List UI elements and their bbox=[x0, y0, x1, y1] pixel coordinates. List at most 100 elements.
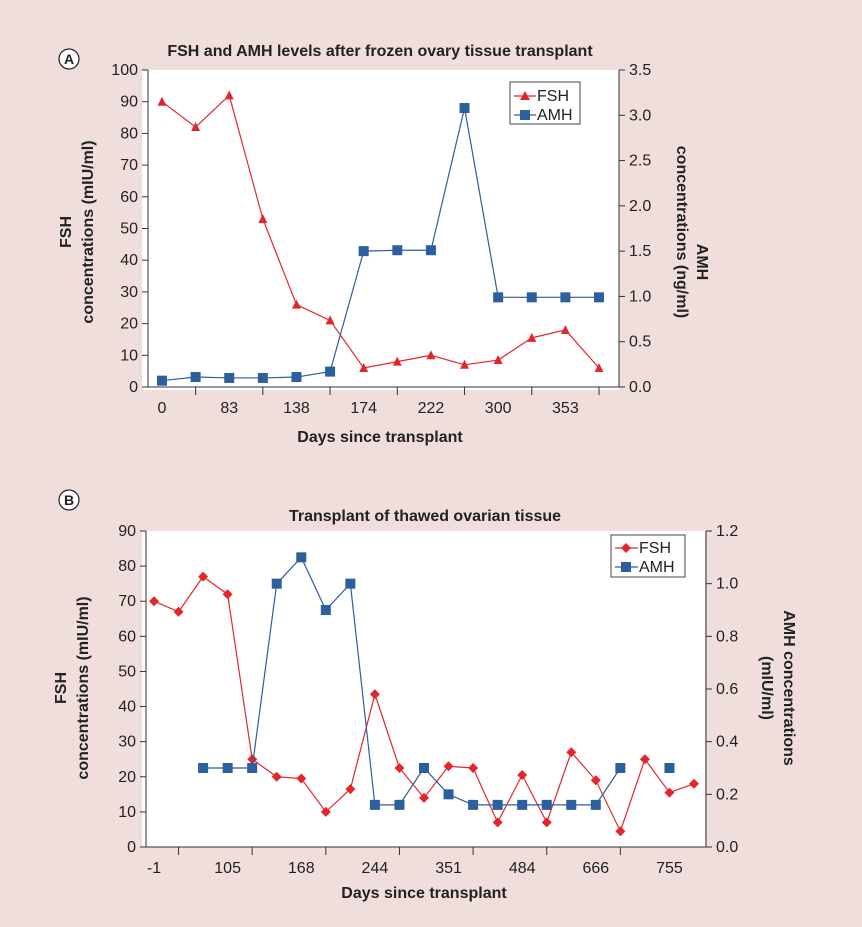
chart-b-series-amh-point bbox=[541, 799, 552, 810]
chart-a-series-fsh-point bbox=[493, 355, 503, 365]
chart-b-series-fsh-point bbox=[149, 596, 159, 607]
chart-a-series-amh-point bbox=[594, 292, 604, 303]
chart-a-ytick-left-label: 10 bbox=[120, 347, 138, 364]
chart-a-series-fsh-point bbox=[560, 324, 570, 334]
legend-a-fsh: FSH bbox=[537, 88, 569, 105]
chart-b-series-amh-point bbox=[492, 799, 503, 810]
chart-a-series-fsh-point bbox=[325, 315, 335, 325]
chart-a-series-amh-point bbox=[459, 103, 470, 114]
chart-a-ytick-right-label: 3.0 bbox=[629, 107, 651, 124]
chart-a-series-amh-point bbox=[560, 292, 571, 303]
chart-b-series-fsh-point bbox=[419, 792, 429, 803]
chart-b-series-amh-point bbox=[271, 578, 282, 589]
chart-a-ytick-right-label: 0.5 bbox=[629, 334, 651, 351]
legend-a-fsh-marker bbox=[520, 91, 530, 100]
chart-a-series-amh-point bbox=[190, 372, 201, 383]
chart-b-ytick-left-label: 70 bbox=[118, 593, 136, 610]
chart-a-series-amh-point bbox=[224, 372, 235, 383]
chart-b-ytick-right-label: 0.8 bbox=[716, 628, 738, 645]
chart-a-series-fsh-line bbox=[161, 94, 600, 369]
chart-b-series-amh-point bbox=[590, 799, 601, 810]
chart-a-series-fsh-point bbox=[460, 359, 470, 369]
chart-b-series-amh-point bbox=[369, 799, 380, 810]
chart-b-ylabel-right-2: (mIU/ml) bbox=[758, 656, 775, 720]
chart-a-ylabel-left-2: concentrations (mIU/ml) bbox=[80, 140, 97, 323]
chart-a-xlabel: Days since transplant bbox=[297, 429, 463, 446]
chart-b-ytick-left-label: 10 bbox=[118, 804, 136, 821]
chart-a-series-amh-line bbox=[161, 107, 599, 382]
panel-b-badge bbox=[58, 489, 80, 511]
panel-a-badge bbox=[58, 48, 80, 70]
chart-b-ytick-left-label: 90 bbox=[118, 523, 136, 540]
chart-a-series-amh-point bbox=[257, 372, 268, 383]
chart-a-ytick-left-label: 0 bbox=[129, 379, 138, 396]
legend-b-fsh: FSH bbox=[639, 540, 671, 557]
chart-b-series-fsh-point bbox=[296, 773, 307, 784]
legend-a-amh-marker bbox=[520, 110, 530, 120]
chart-b-series-fsh-point bbox=[320, 806, 331, 817]
chart-a-ytick-right-label: 2.0 bbox=[629, 198, 651, 215]
chart-b-ytick-left-label: 50 bbox=[118, 663, 136, 680]
chart-b-series-amh-point bbox=[443, 789, 454, 800]
chart-b-series-fsh-point bbox=[541, 817, 552, 828]
chart-b-ytick-right-label: 0.6 bbox=[716, 681, 738, 698]
chart-a-xtick-label: 83 bbox=[220, 400, 238, 417]
chart-b-series-fsh-point bbox=[173, 606, 184, 617]
chart-a-xtick-label: 0 bbox=[158, 400, 167, 417]
chart-b-ytick-right-label: 0.4 bbox=[716, 734, 738, 751]
panel-b: B Transplant of thawed ovarian tissue 0 1… bbox=[53, 489, 797, 902]
chart-b-ylabel-right-1: AMH concentrations bbox=[780, 610, 797, 766]
chart-a-series-fsh-point bbox=[291, 299, 301, 309]
chart-b-series-fsh-point bbox=[689, 778, 699, 789]
chart-b-series-amh-point bbox=[419, 763, 429, 773]
chart-a-ytick-left-label: 60 bbox=[120, 189, 138, 206]
chart-a-series-fsh-point bbox=[224, 90, 234, 100]
chart-b-ylabel-left-2: concentrations (mIU/ml) bbox=[75, 596, 92, 779]
chart-a-ylabel-right-2: concentrations (ng/ml) bbox=[673, 146, 690, 318]
panel-b-letter: B bbox=[64, 492, 74, 508]
chart-a-ylabel-left-1: FSH bbox=[58, 216, 75, 248]
chart-b-series-amh-point bbox=[320, 605, 331, 615]
chart-b-series-amh-point bbox=[664, 763, 675, 773]
chart-a-title: FSH and AMH levels after frozen ovary ti… bbox=[167, 43, 593, 60]
chart-a-ytick-left-label: 100 bbox=[111, 62, 138, 79]
chart-b-ytick-left-label: 20 bbox=[118, 769, 136, 786]
chart-a-ytick-left-label: 30 bbox=[120, 284, 138, 301]
chart-a-ytick-left-label: 80 bbox=[120, 125, 138, 142]
chart-b-series-fsh-point bbox=[590, 775, 601, 786]
chart-b-xtick-label: 484 bbox=[509, 860, 536, 877]
panel-a: A FSH and AMH levels after frozen ovary … bbox=[58, 43, 710, 446]
chart-b-xtick-label: 168 bbox=[288, 860, 315, 877]
chart-b-series-fsh-point bbox=[369, 689, 380, 700]
chart-a-series-fsh-point bbox=[191, 122, 201, 132]
chart-b-series-amh-point bbox=[247, 763, 258, 773]
chart-b-xtick-label: 666 bbox=[582, 860, 609, 877]
chart-b-series-fsh-point bbox=[271, 771, 282, 782]
chart-b-series-fsh-point bbox=[664, 787, 675, 798]
chart-a-series-fsh-point bbox=[594, 362, 604, 372]
chart-b-ytick-left-label: 0 bbox=[127, 839, 136, 856]
chart-b-xtick-label: 351 bbox=[435, 860, 462, 877]
chart-b-xtick-label: -1 bbox=[147, 860, 161, 877]
chart-b-ylabel-left-1: FSH bbox=[53, 672, 70, 704]
chart-a-series-amh-point bbox=[392, 245, 403, 256]
chart-b-title: Transplant of thawed ovarian tissue bbox=[289, 508, 561, 525]
chart-b-ytick-left-label: 40 bbox=[118, 699, 136, 716]
chart-a-xtick-label: 174 bbox=[350, 400, 377, 417]
chart-a-ytick-right-label: 0.0 bbox=[629, 379, 651, 396]
chart-b-series-fsh-point bbox=[198, 571, 209, 582]
chart-b-series-amh-point bbox=[296, 552, 307, 563]
chart-a-series-amh-point bbox=[425, 245, 436, 256]
chart-a-xtick-label: 222 bbox=[418, 400, 445, 417]
panel-a-letter: A bbox=[64, 51, 74, 67]
chart-b-ytick-right-label: 0.0 bbox=[716, 839, 738, 856]
chart-a-series-amh-point bbox=[325, 366, 336, 377]
chart-a-ytick-right-label: 1.0 bbox=[629, 288, 651, 305]
chart-b-xtick-label: 105 bbox=[214, 860, 241, 877]
chart-b-series-amh-point bbox=[468, 799, 479, 810]
chart-b-series-amh-point bbox=[566, 799, 577, 810]
chart-a-series-amh-point bbox=[291, 372, 302, 383]
chart-a-ylabel-right-1: AMH bbox=[693, 244, 710, 280]
chart-a-ytick-left-label: 50 bbox=[120, 221, 138, 238]
chart-b-ytick-left-label: 30 bbox=[118, 734, 136, 751]
